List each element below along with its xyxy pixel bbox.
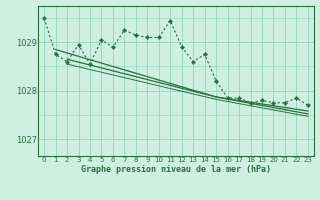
- X-axis label: Graphe pression niveau de la mer (hPa): Graphe pression niveau de la mer (hPa): [81, 165, 271, 174]
